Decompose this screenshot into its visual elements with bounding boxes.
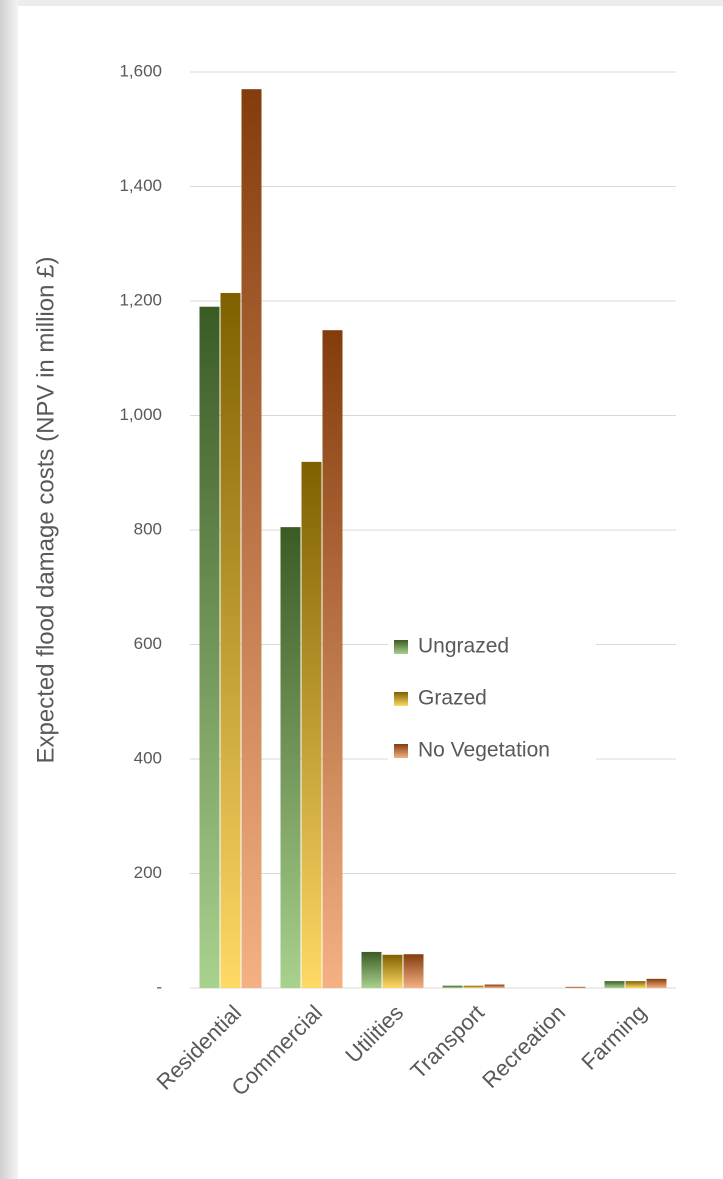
x-tick-label: Transport: [405, 1000, 489, 1084]
bar: [625, 981, 646, 988]
x-tick-label: Recreation: [477, 1000, 570, 1093]
bar: [280, 527, 301, 988]
legend-label: Ungrazed: [418, 635, 509, 658]
y-tick-label: 1,600: [119, 61, 162, 80]
bar: [484, 984, 505, 988]
bar: [220, 292, 241, 988]
y-tick-label: 400: [134, 748, 162, 767]
bar: [241, 89, 262, 989]
legend-swatch: [394, 640, 408, 654]
legend-label: No Vegetation: [418, 739, 550, 762]
frame-top: [18, 0, 723, 6]
legend-swatch: [394, 744, 408, 758]
y-tick-label: -: [156, 977, 162, 996]
y-tick-label: 1,200: [119, 290, 162, 309]
frame-edge: [0, 0, 18, 1179]
bar: [604, 981, 625, 988]
legend-label: Grazed: [418, 687, 487, 710]
x-tick-label: Utilities: [340, 1000, 408, 1068]
bar: [199, 306, 220, 989]
legend-background: [388, 623, 596, 775]
bar: [403, 954, 424, 988]
bar: [463, 985, 484, 988]
y-tick-label: 800: [134, 519, 162, 538]
bar: [322, 330, 343, 988]
y-tick-label: 1,000: [119, 405, 162, 424]
bar: [565, 986, 586, 988]
bar: [646, 978, 667, 988]
bar: [301, 461, 322, 988]
y-axis-label: Expected flood damage costs (NPV in mill…: [32, 257, 59, 764]
y-tick-label: 600: [134, 634, 162, 653]
bar: [361, 951, 382, 988]
y-tick-label: 200: [134, 863, 162, 882]
x-tick-label: Farming: [576, 1000, 651, 1075]
bar: [382, 954, 403, 988]
bar: [442, 985, 463, 988]
legend-swatch: [394, 692, 408, 706]
y-tick-label: 1,400: [119, 176, 162, 195]
